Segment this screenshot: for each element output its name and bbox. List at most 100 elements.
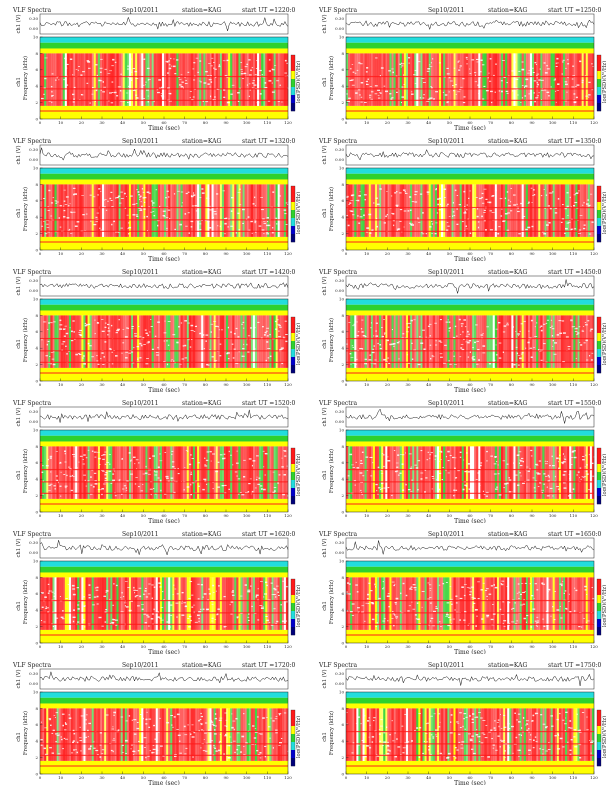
spectrogram-streak (95, 708, 99, 761)
colorbar-segment (597, 619, 601, 628)
spectrogram-speckle (569, 611, 572, 613)
spectrogram-streak (240, 53, 243, 106)
x-tick-label: 30 (99, 120, 105, 125)
spectrogram-streak (360, 315, 363, 368)
spectrogram-streak (257, 446, 260, 499)
spectrogram-streak (523, 577, 526, 630)
spectrogram-streak (405, 446, 409, 499)
x-tick-label: 30 (405, 382, 411, 387)
spectrogram-streak (277, 315, 280, 368)
spectrogram-speckle (239, 188, 241, 190)
spectrogram-speckle (562, 482, 566, 484)
spectrogram-speckle (516, 592, 519, 594)
spectrogram-speckle (498, 322, 501, 324)
spectrogram-streak (348, 53, 351, 106)
spectrogram-streak (186, 184, 189, 237)
header-start-ut: start UT =1650:0 (548, 531, 602, 538)
spectrogram-speckle (469, 190, 471, 192)
spectrogram-speckle (428, 97, 431, 99)
spectrogram-streak (480, 577, 483, 630)
spectrogram-streak (263, 577, 266, 630)
spectrogram-streak (64, 184, 68, 237)
spectrogram-streak (54, 708, 57, 761)
spectrogram-streak (358, 577, 361, 630)
spectrogram-streak (201, 184, 204, 237)
spectrogram-streak (236, 708, 239, 761)
spectrogram-speckle (47, 206, 49, 208)
spectrogram-streak (192, 184, 196, 237)
spectrogram-speckle (41, 97, 44, 100)
spectrogram-speckle (407, 326, 410, 328)
spectrogram-streak (244, 708, 247, 761)
spectrogram-speckle (245, 742, 248, 744)
spectrogram-speckle (403, 84, 405, 85)
spectrogram-streak (157, 708, 161, 761)
spectrogram-speckle (112, 750, 114, 753)
spectrogram-streak (546, 315, 549, 368)
spectrogram-speckle (157, 477, 160, 479)
spectrogram-streak (213, 446, 216, 499)
spectrogram-streak (87, 184, 90, 237)
spectrogram-speckle (375, 322, 378, 324)
spectrogram-streak (40, 184, 43, 237)
spectrogram-speckle (182, 345, 185, 347)
spectrogram-streak (87, 53, 90, 106)
spectrogram-speckle (188, 598, 191, 599)
spectrogram-streak (422, 446, 425, 499)
spectrogram-streak (447, 53, 450, 106)
spectrogram-speckle (433, 610, 436, 612)
spectrogram-speckle (409, 222, 412, 224)
spectrogram-streak (383, 315, 386, 368)
spectrogram-speckle (503, 626, 506, 627)
y-tick-label: 6 (35, 460, 38, 465)
spectrogram-streak (573, 53, 576, 106)
spectrogram-streak (91, 53, 94, 106)
spectrogram-speckle (527, 341, 530, 344)
spectrogram-streak (426, 315, 429, 368)
header-start-ut: start UT =1720:0 (242, 662, 296, 669)
spectrogram-speckle (584, 585, 587, 588)
spectrogram-streak (283, 315, 287, 368)
spectrogram-speckle (497, 232, 500, 235)
spectrogram-speckle (590, 359, 593, 361)
spectrogram-speckle (75, 69, 78, 70)
spectrogram-speckle (551, 335, 554, 337)
spectrogram-speckle (117, 195, 121, 197)
spectrogram-speckle (198, 80, 201, 82)
spectrogram-streak (201, 53, 204, 106)
spectrogram-speckle (491, 212, 495, 213)
spectrogram-speckle (212, 216, 214, 219)
spectrogram-speckle (579, 477, 580, 479)
spectrogram-speckle (135, 590, 138, 591)
spectrogram-streak (387, 577, 390, 630)
colorbar-segment (291, 603, 295, 612)
spectrogram-speckle (407, 610, 410, 612)
spectrogram-speckle (464, 619, 466, 621)
spectrogram-green-band (346, 566, 594, 573)
spectrogram-speckle (499, 198, 503, 200)
spectrogram-speckle (479, 468, 481, 470)
spectrogram-speckle (506, 586, 508, 587)
spectrogram-speckle (434, 458, 436, 460)
spectrogram-streak (381, 446, 384, 499)
spectrogram-speckle (144, 747, 146, 748)
colorbar-segment (597, 480, 601, 489)
spectrogram-speckle (145, 723, 148, 725)
spectrogram-speckle (569, 219, 571, 222)
spectrogram-speckle (124, 581, 128, 582)
spectrogram-speckle (58, 217, 60, 219)
spectrogram-speckle (431, 355, 434, 356)
spectrogram-speckle (99, 464, 101, 465)
spectrogram-streak (252, 315, 256, 368)
spectrogram-speckle (147, 95, 149, 97)
spectrogram-speckle (86, 60, 90, 62)
spectrogram-speckle (63, 474, 66, 475)
spectrogram-speckle (187, 618, 190, 619)
spectrogram-speckle (61, 343, 64, 345)
spectrogram-speckle (366, 469, 369, 471)
spectrogram-speckle (128, 226, 132, 229)
spectrogram-speckle (425, 336, 428, 338)
spectrogram-speckle (554, 342, 557, 344)
spectrogram-speckle (147, 79, 150, 81)
spectrogram-streak (64, 315, 68, 368)
